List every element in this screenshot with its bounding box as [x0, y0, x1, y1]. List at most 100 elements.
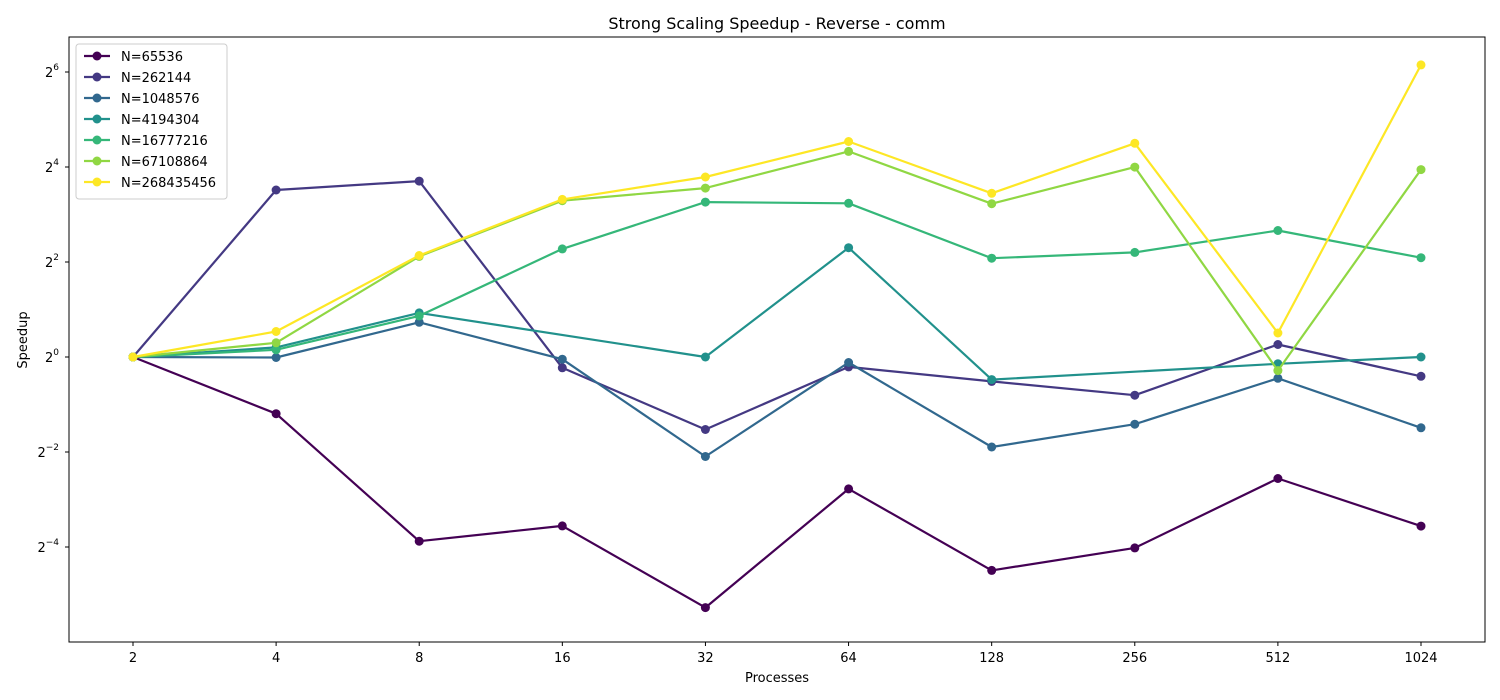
x-axis-label: Processes: [745, 671, 809, 686]
data-point: [987, 253, 997, 263]
data-point: [987, 565, 997, 575]
legend-marker: [92, 156, 102, 166]
x-tick-label: 256: [1122, 651, 1147, 666]
data-point: [1416, 521, 1426, 531]
data-point: [414, 536, 424, 546]
series-line: [132, 246, 1422, 381]
data-point: [844, 137, 854, 146]
data-point: [1130, 390, 1140, 400]
y-tick-label: 2−2: [37, 443, 59, 461]
data-point: [700, 172, 710, 182]
data-point: [1130, 247, 1140, 257]
data-point: [271, 185, 281, 195]
y-tick-label: 20: [45, 348, 59, 366]
legend-item: N=16777216: [84, 134, 208, 149]
data-point: [1416, 423, 1426, 433]
legend-label: N=4194304: [121, 113, 200, 128]
series-line: [132, 64, 1422, 359]
x-tick-label: 128: [979, 651, 1004, 666]
data-point: [987, 188, 997, 198]
legend-item: N=65536: [84, 50, 183, 65]
legend-item: N=67108864: [84, 155, 208, 170]
legend-marker: [92, 72, 102, 82]
data-point: [557, 194, 567, 204]
legend-label: N=262144: [121, 71, 191, 86]
data-point: [1416, 352, 1426, 362]
x-tick-label: 32: [697, 651, 714, 666]
x-tick-label: 2: [129, 651, 137, 666]
series-6: [128, 60, 1426, 362]
data-point: [414, 176, 424, 186]
x-tick-label: 16: [554, 651, 571, 666]
data-point: [700, 197, 710, 207]
series-layer: [128, 60, 1426, 613]
series-line: [132, 201, 1422, 359]
x-tick-label: 8: [415, 651, 423, 666]
series-line: [132, 180, 1422, 431]
data-point: [557, 354, 567, 364]
y-axis-label: Speedup: [16, 311, 31, 368]
y-tick-label: 2−4: [37, 538, 59, 556]
data-point: [844, 198, 854, 208]
data-point: [271, 353, 281, 362]
legend-item: N=262144: [84, 71, 191, 86]
legend-marker: [92, 177, 102, 187]
series-line: [132, 321, 1422, 458]
x-tick-label: 1024: [1404, 651, 1437, 666]
data-point: [1273, 328, 1283, 338]
data-point: [1130, 543, 1140, 553]
data-point: [987, 199, 997, 209]
series-5: [128, 146, 1426, 376]
data-point: [414, 311, 424, 321]
data-point: [1416, 60, 1426, 70]
legend-label: N=1048576: [121, 92, 200, 107]
y-axis: 26 24 22 20 2−2 2−4: [37, 63, 69, 556]
legend-marker: [92, 114, 102, 124]
data-point: [844, 146, 854, 156]
x-tick-label: 512: [1265, 651, 1290, 666]
data-point: [700, 603, 710, 613]
data-point: [844, 358, 854, 367]
data-point: [1273, 340, 1283, 349]
series-4: [128, 197, 1426, 362]
legend-box: [75, 43, 228, 200]
legend-label: N=67108864: [121, 155, 208, 170]
series-line: [132, 150, 1422, 372]
data-point: [844, 484, 854, 494]
data-point: [1273, 373, 1283, 383]
data-point: [700, 452, 710, 461]
x-axis: 2 4 8 16 32 64 128 256 512 1024: [129, 642, 1438, 666]
data-point: [128, 352, 138, 362]
data-point: [557, 244, 567, 254]
y-tick-label: 22: [45, 253, 59, 271]
data-point: [1273, 226, 1283, 235]
data-point: [271, 338, 281, 348]
data-point: [1273, 366, 1283, 376]
data-point: [557, 363, 567, 373]
y-tick-label: 24: [45, 158, 59, 176]
legend-label: N=16777216: [121, 134, 208, 149]
data-point: [1416, 253, 1426, 263]
legend-marker: [92, 135, 102, 145]
data-point: [271, 327, 281, 336]
data-point: [1416, 371, 1426, 381]
legend-item: N=4194304: [84, 113, 200, 128]
legend-marker: [92, 93, 102, 103]
data-point: [987, 442, 997, 452]
data-point: [414, 251, 424, 260]
series-0: [128, 352, 1426, 613]
data-point: [1416, 165, 1426, 175]
legend-item: N=268435456: [84, 176, 216, 191]
x-tick-label: 64: [840, 651, 857, 666]
legend-marker: [92, 51, 102, 61]
data-point: [557, 521, 567, 531]
data-point: [1130, 138, 1140, 148]
legend: N=65536 N=262144 N=1048576 N=4194304 N=16777…: [75, 43, 228, 200]
data-point: [844, 243, 854, 253]
legend-label: N=268435456: [121, 176, 216, 191]
y-tick-label: 26: [45, 63, 59, 81]
data-point: [987, 375, 997, 385]
data-point: [271, 345, 281, 355]
x-tick-label: 4: [272, 651, 280, 666]
legend-item: N=1048576: [84, 92, 200, 107]
